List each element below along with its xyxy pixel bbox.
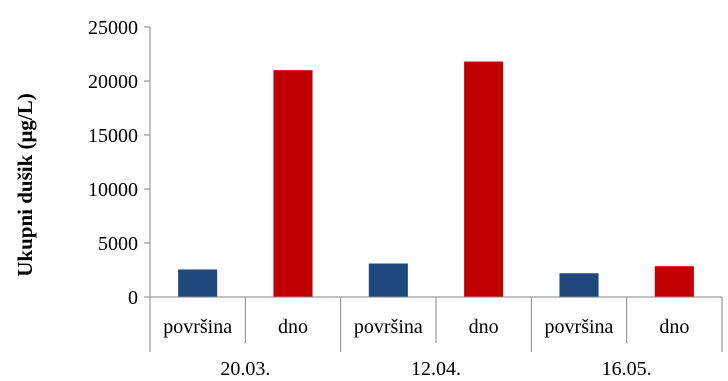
x-group-label: 16.05. bbox=[602, 358, 652, 380]
x-category-label: dno bbox=[659, 316, 689, 338]
x-category-label: površina bbox=[545, 316, 614, 338]
x-category-label: dno bbox=[278, 316, 308, 338]
x-category-label: dno bbox=[469, 316, 499, 338]
y-axis: 0 5000 10000 15000 20000 25000 bbox=[88, 17, 151, 309]
bar-povrsina-2 bbox=[559, 273, 599, 297]
x-group-label: 12.04. bbox=[411, 358, 461, 380]
bar-dno-2 bbox=[654, 266, 694, 297]
y-axis-title: Ukupni dušik (μg/L) bbox=[13, 93, 37, 277]
bars bbox=[178, 61, 694, 298]
y-tick-label: 25000 bbox=[88, 17, 138, 39]
x-axis: površina dno površina dno površina dno 20.03. 1… bbox=[149, 296, 723, 380]
bar-povrsina-0 bbox=[178, 269, 218, 297]
bar-dno-0 bbox=[273, 70, 313, 297]
x-category-label: površina bbox=[354, 316, 423, 338]
x-group-label: 20.03. bbox=[220, 358, 270, 380]
bar-povrsina-1 bbox=[368, 263, 408, 297]
x-category-label: površina bbox=[163, 316, 232, 338]
bar-dno-1 bbox=[464, 61, 504, 298]
y-tick-label: 0 bbox=[128, 287, 138, 309]
y-tick-label: 20000 bbox=[88, 71, 138, 93]
y-tick-label: 10000 bbox=[88, 179, 138, 201]
y-tick-label: 5000 bbox=[98, 233, 138, 255]
y-tick-label: 15000 bbox=[88, 125, 138, 147]
